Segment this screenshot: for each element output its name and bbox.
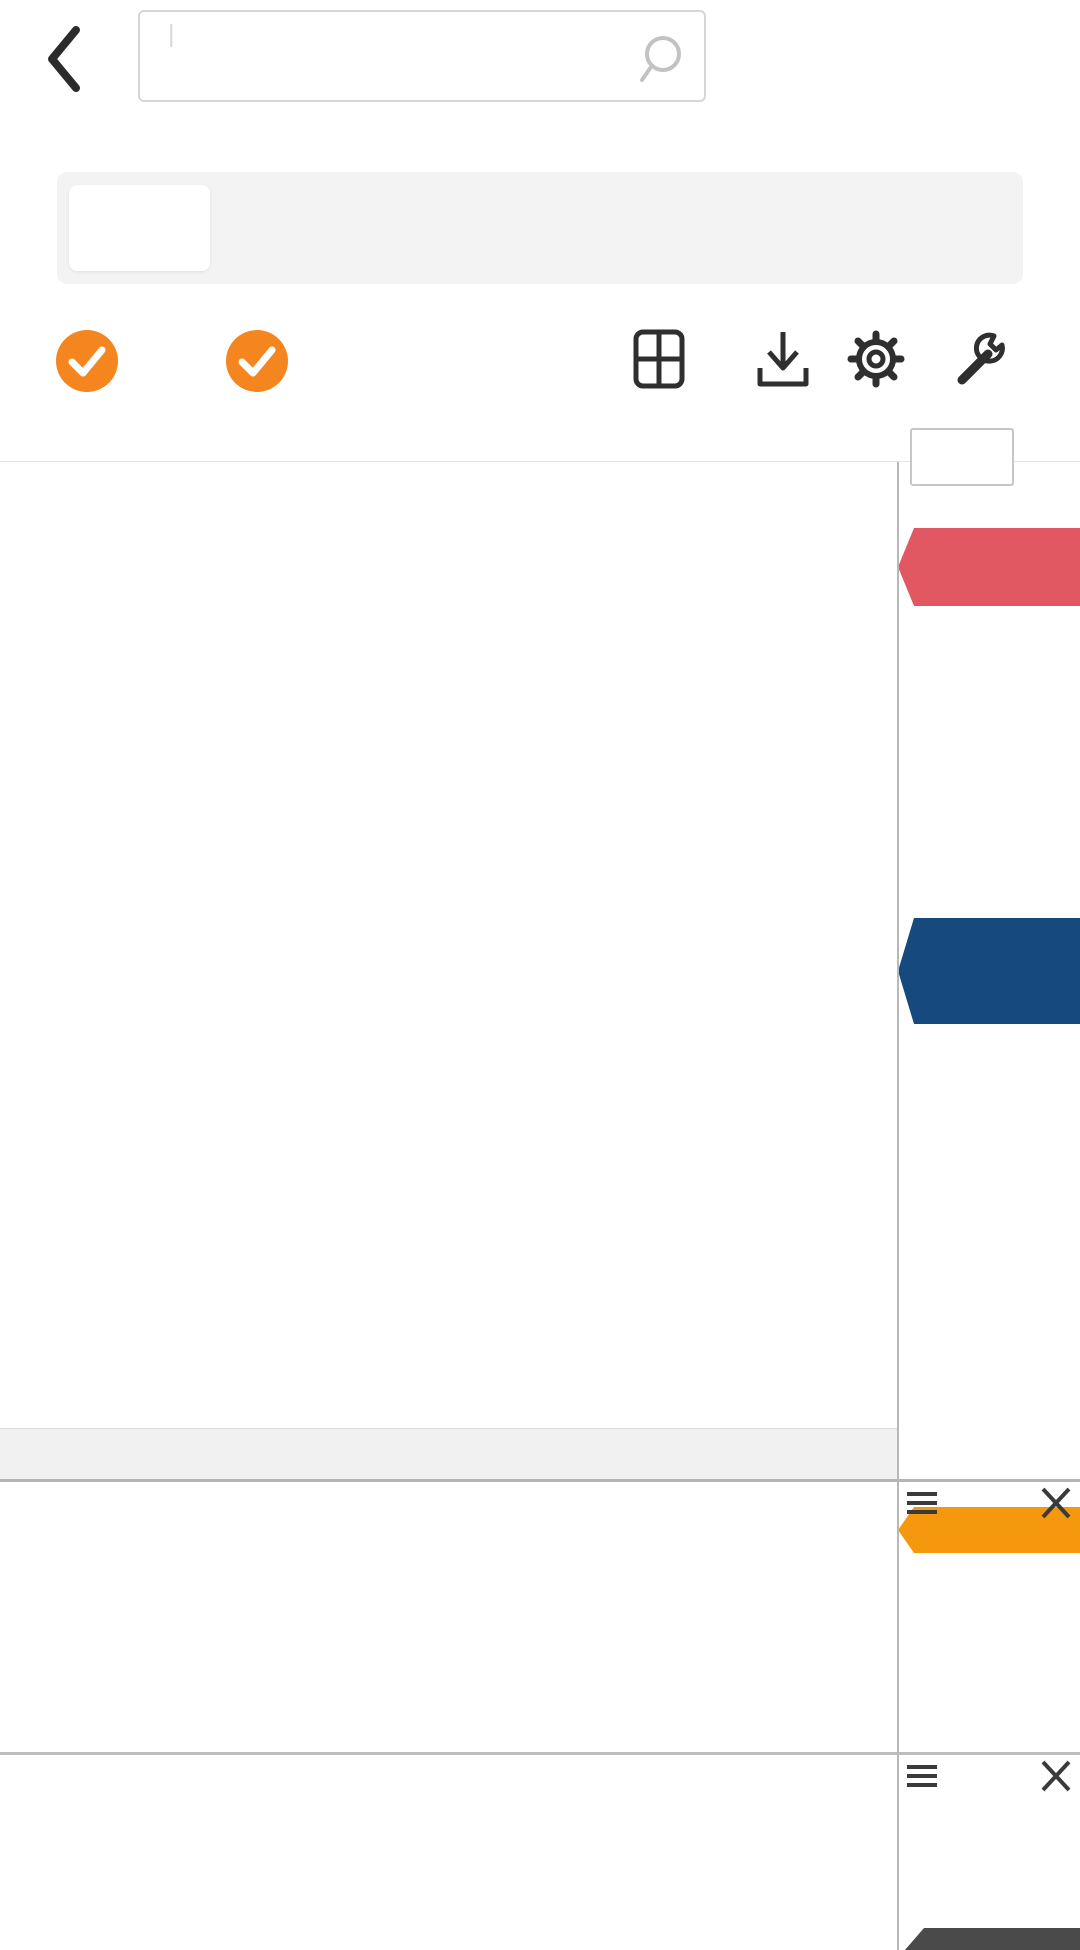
volume-menu-icon[interactable]: [903, 1760, 943, 1794]
regular-checkbox[interactable]: [226, 330, 288, 392]
tab-month[interactable]: [379, 172, 540, 284]
percent-scale-input[interactable]: [910, 428, 1014, 486]
active-tab-pill: [69, 185, 210, 271]
search-icon[interactable]: [630, 30, 688, 88]
divider: |: [168, 20, 176, 48]
price-chart-canvas[interactable]: [0, 463, 897, 1428]
price-change-row: [952, 16, 998, 58]
symbol-search-box[interactable]: [138, 10, 706, 102]
average-checkbox[interactable]: [56, 330, 118, 392]
tab-year[interactable]: [540, 172, 701, 284]
average-price-badge: [898, 918, 1080, 1024]
tab-minute[interactable]: [701, 172, 862, 284]
x-axis-strip: [0, 1428, 897, 1480]
market-feed-label: |: [160, 20, 184, 49]
rsi-menu-icon[interactable]: [903, 1487, 943, 1521]
panel-divider: [0, 1479, 1080, 1482]
wrench-icon[interactable]: [950, 328, 1012, 390]
quote-block: [952, 14, 998, 58]
grid-icon[interactable]: [628, 328, 690, 390]
tab-day[interactable]: [57, 172, 218, 284]
volume-value-badge: [898, 1928, 1080, 1950]
low-annotation: [248, 1344, 258, 1389]
panel-divider: [0, 1752, 1080, 1755]
back-button[interactable]: [40, 24, 86, 94]
rsi-chart-canvas[interactable]: [0, 1487, 897, 1752]
current-price-badge: [898, 528, 1080, 606]
axis-divider: [897, 462, 899, 1950]
check-icon: [238, 346, 276, 377]
high-annotation: [870, 541, 884, 586]
chart-top-border: [0, 461, 1080, 462]
volume-close-icon[interactable]: [1036, 1759, 1076, 1793]
check-icon: [68, 346, 106, 377]
volume-chart-canvas[interactable]: [0, 1756, 897, 1950]
download-icon[interactable]: [752, 328, 814, 390]
settings-icon[interactable]: [845, 328, 907, 390]
rsi-value-badge: [898, 1507, 1080, 1553]
period-tabbar: [57, 172, 1023, 284]
rsi-close-icon[interactable]: [1036, 1486, 1076, 1520]
tab-week[interactable]: [218, 172, 379, 284]
tab-tick[interactable]: [862, 172, 1023, 284]
